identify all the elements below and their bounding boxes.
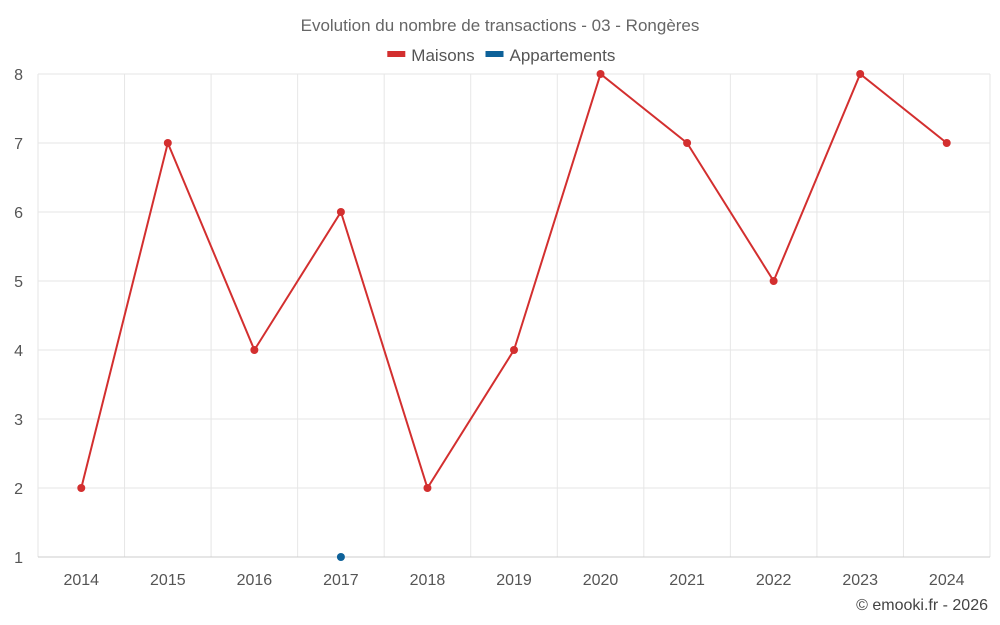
y-tick-label: 2 <box>14 481 23 498</box>
legend-label-appartements: Appartements <box>510 46 616 65</box>
data-point-maisons <box>856 70 865 78</box>
x-tick-label: 2015 <box>150 572 186 589</box>
y-tick-label: 3 <box>14 412 23 429</box>
x-tick-label: 2021 <box>669 572 705 589</box>
y-tick-label: 1 <box>14 550 23 567</box>
data-point-maisons <box>683 139 692 147</box>
x-tick-label: 2023 <box>842 572 878 589</box>
data-point-maisons <box>423 484 432 492</box>
x-tick-label: 2017 <box>323 572 359 589</box>
legend-label-maisons: Maisons <box>411 46 474 65</box>
series <box>77 70 951 561</box>
x-tick-label: 2014 <box>63 572 99 589</box>
data-point-maisons <box>163 139 172 147</box>
data-point-maisons <box>336 208 345 216</box>
x-tick-label: 2024 <box>929 572 965 589</box>
credit-text: © emooki.fr - 2026 <box>856 597 988 614</box>
data-point-appartements <box>336 553 345 561</box>
grid <box>37 73 991 557</box>
y-tick-label: 5 <box>14 274 23 291</box>
x-tick-label: 2019 <box>496 572 532 589</box>
x-tick-label: 2022 <box>756 572 792 589</box>
x-tick-label: 2016 <box>237 572 273 589</box>
data-point-maisons <box>250 346 259 354</box>
y-tick-label: 7 <box>14 136 23 153</box>
data-point-maisons <box>77 484 86 492</box>
legend-swatch-maisons <box>387 51 406 57</box>
y-tick-label: 4 <box>14 343 23 360</box>
legend-swatch-appartements <box>485 51 504 57</box>
axes: 1 2 3 4 5 6 7 8 2014 2015 2016 2017 2018 2019 2020 2021… <box>14 67 990 589</box>
chart-title: Evolution du nombre de transactions - 03… <box>301 16 700 35</box>
legend: Maisons Appartements <box>387 46 615 65</box>
data-point-maisons <box>596 70 605 78</box>
x-tick-label: 2020 <box>583 572 619 589</box>
data-point-maisons <box>769 277 778 285</box>
data-point-maisons <box>510 346 518 354</box>
data-point-maisons <box>942 139 951 147</box>
x-tick-label: 2018 <box>410 572 446 589</box>
y-tick-label: 8 <box>14 67 23 84</box>
y-tick-label: 6 <box>14 205 23 222</box>
